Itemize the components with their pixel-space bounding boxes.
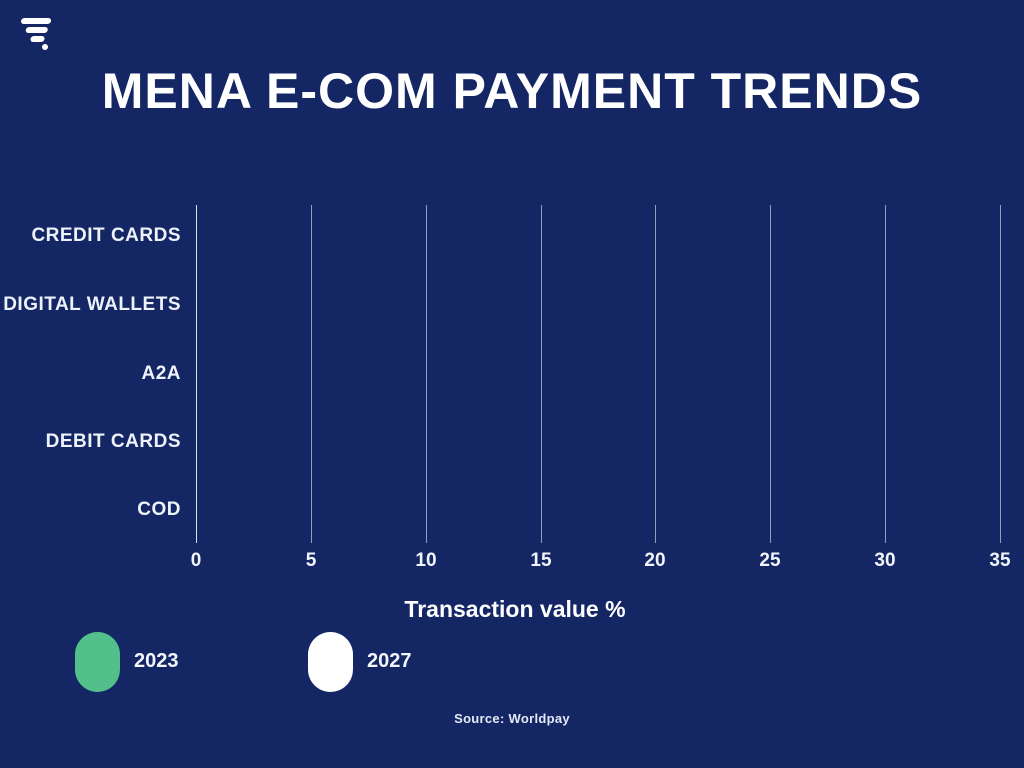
category-label-digital-wallets: DIGITAL WALLETS [3,294,181,315]
gridline [655,205,656,543]
x-tick-label-0: 0 [190,550,202,571]
gridline [311,205,312,543]
category-label-cod: COD [137,499,181,520]
x-tick-label-5: 5 [305,550,317,571]
legend-label-2027: 2027 [367,650,412,672]
gridline [541,205,542,543]
legend-swatch-2023 [75,632,120,692]
gridline [1000,205,1001,543]
category-label-debit-cards: DEBIT CARDS [45,431,181,452]
x-tick-label-35: 35 [989,550,1011,571]
gridline [770,205,771,543]
legend-swatch-2027 [308,632,353,692]
source-caption: Source: Worldpay [454,711,570,726]
x-tick-label-30: 30 [874,550,896,571]
gridline [426,205,427,543]
category-label-credit-cards: CREDIT CARDS [31,225,181,246]
y-axis-line [196,205,197,543]
x-tick-label-25: 25 [759,550,781,571]
x-tick-label-10: 10 [415,550,437,571]
x-axis-title: Transaction value % [404,596,626,622]
chart-title: MENA E-COM PAYMENT TRENDS [101,63,923,119]
category-label-a2a: A2A [141,363,181,384]
x-tick-label-20: 20 [644,550,666,571]
plot-area [0,203,1024,548]
gridline [885,205,886,543]
x-tick-label-15: 15 [530,550,552,571]
legend-label-2023: 2023 [134,650,179,672]
brand-logo-icon [20,14,58,52]
